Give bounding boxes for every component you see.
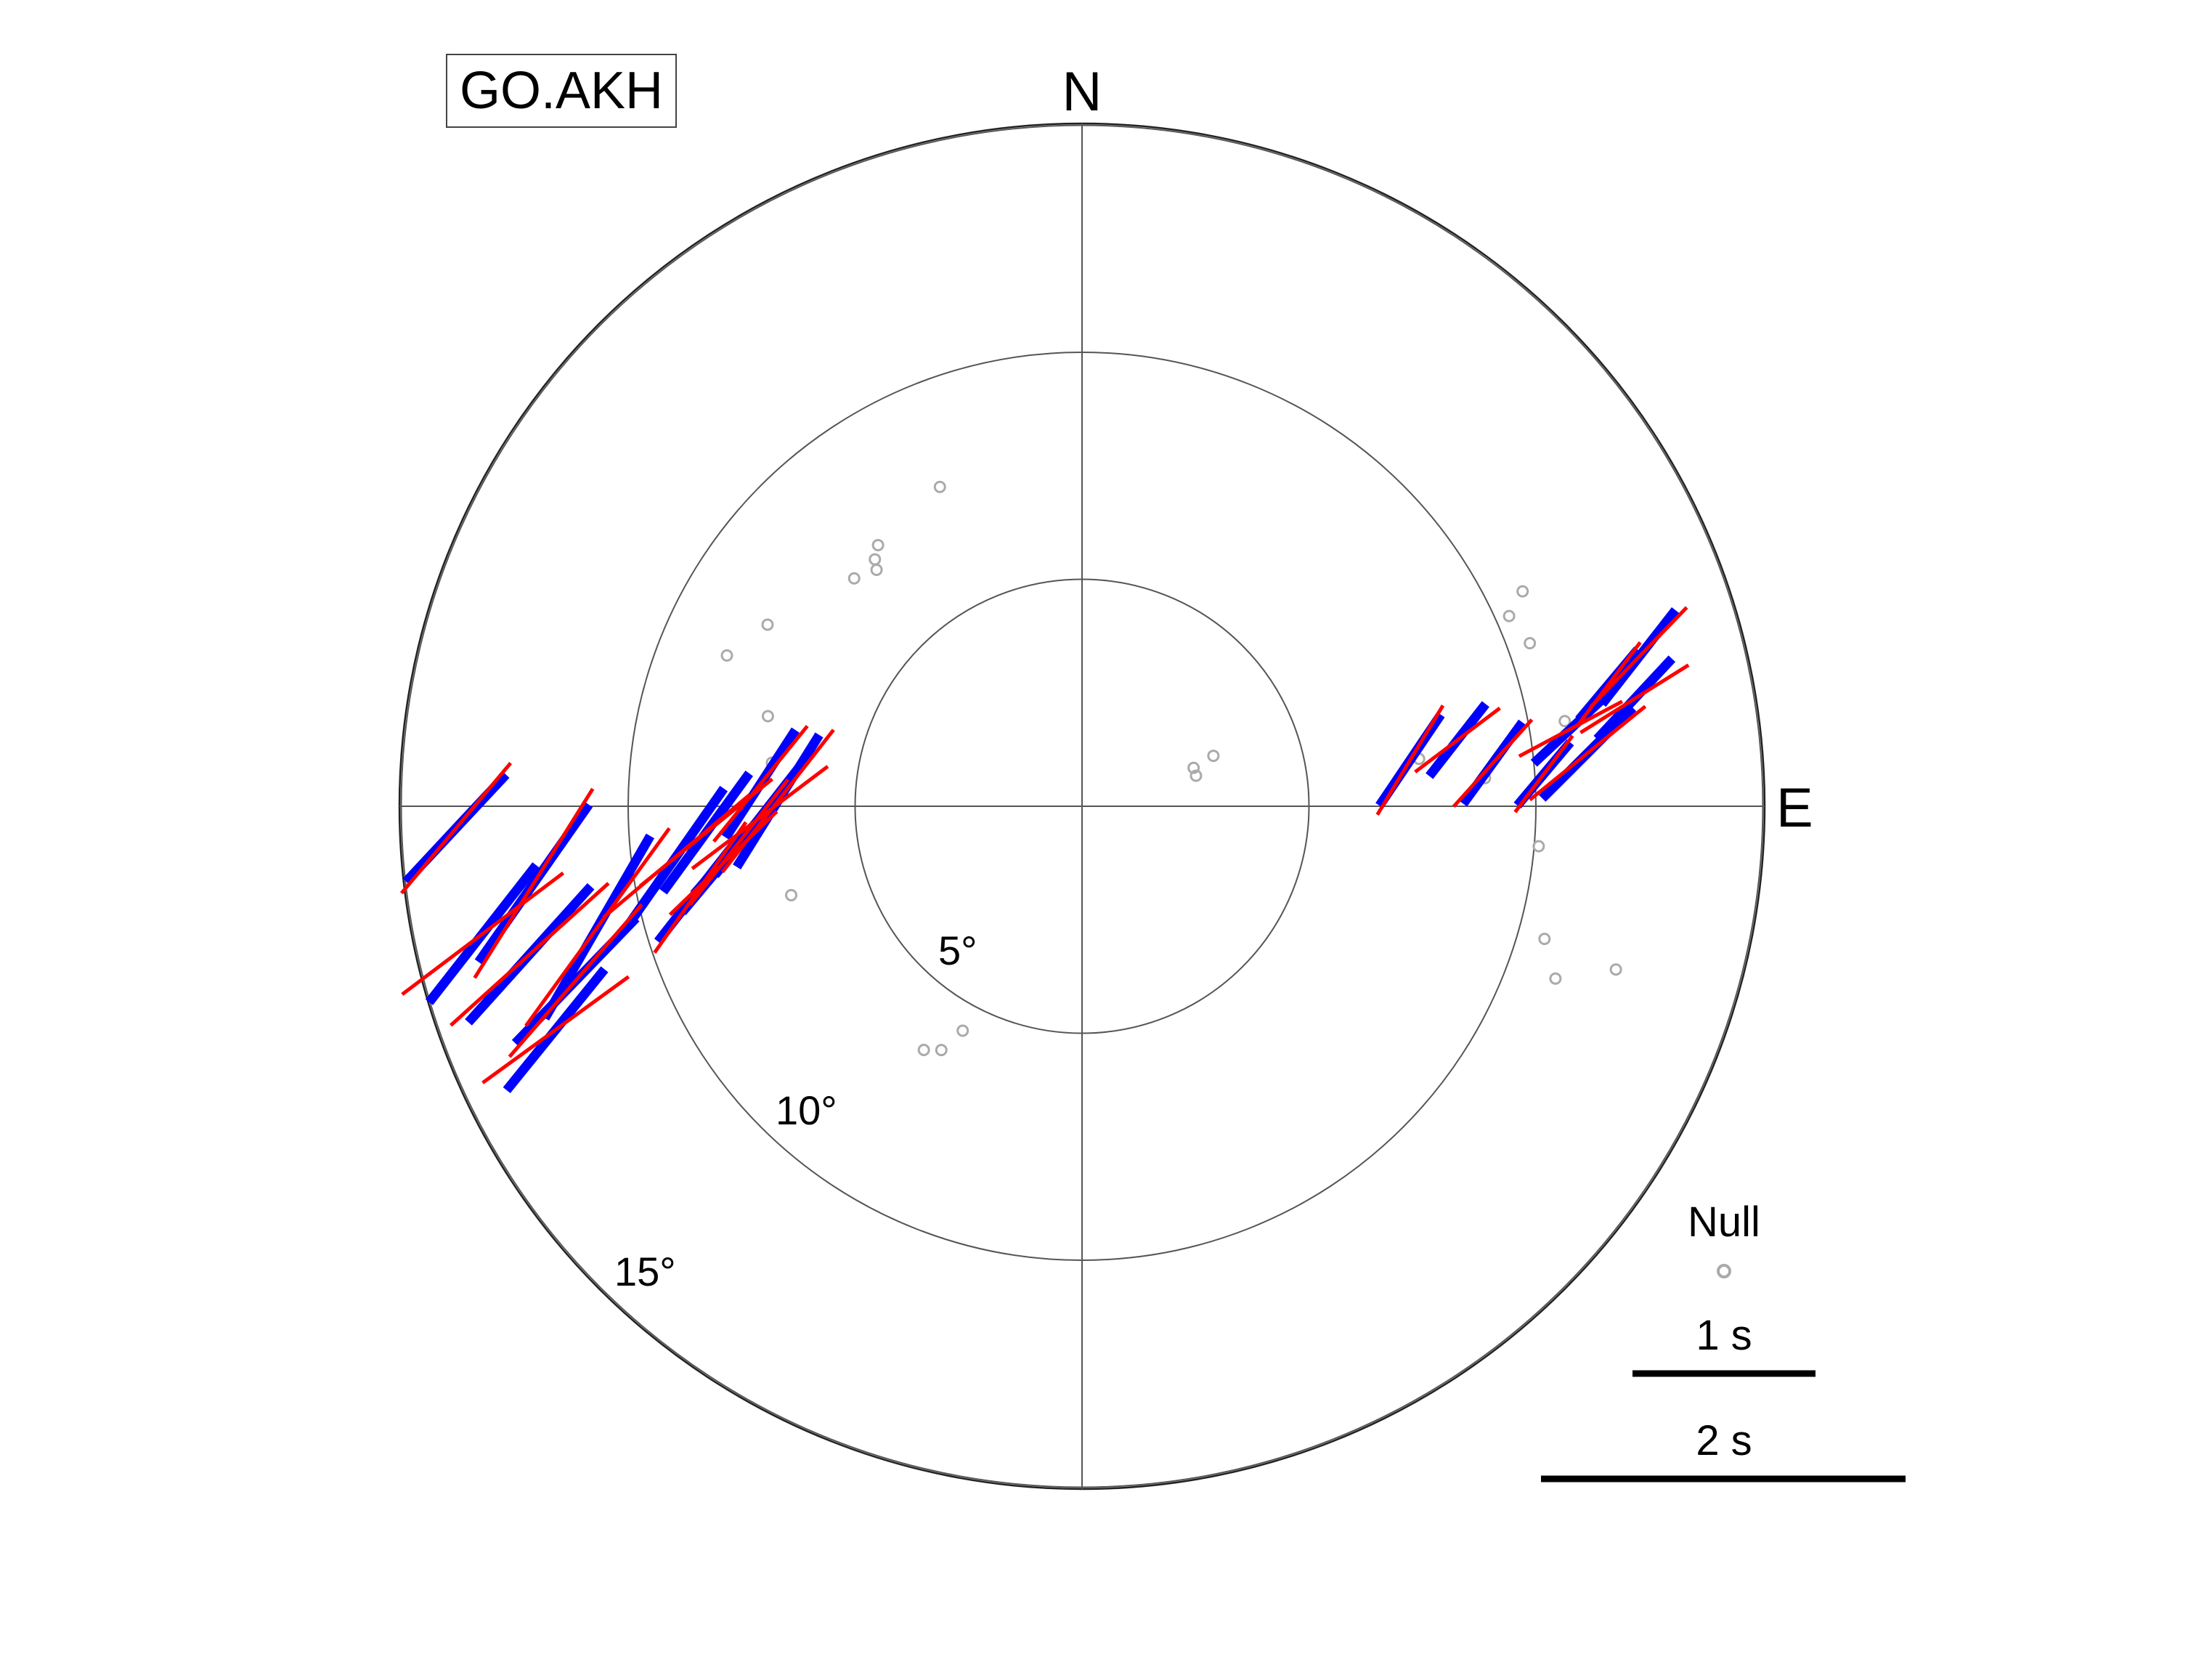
null-marker <box>956 1024 969 1037</box>
red-splitting-bar <box>712 724 809 843</box>
legend-null-label: Null <box>1688 1198 1760 1246</box>
null-marker <box>1190 769 1203 782</box>
red-splitting-bar <box>1589 606 1688 708</box>
null-marker <box>1524 637 1537 650</box>
red-splitting-bar <box>1414 706 1501 774</box>
null-marker <box>869 553 882 566</box>
red-splitting-bar <box>399 761 513 895</box>
north-label: N <box>1062 61 1102 123</box>
null-marker <box>1558 715 1571 728</box>
null-marker <box>761 710 774 723</box>
null-marker <box>1516 585 1529 598</box>
null-marker <box>1538 933 1551 946</box>
null-marker <box>761 618 774 631</box>
red-splitting-bar <box>481 975 630 1084</box>
scale-1s-label: 1 s <box>1696 1312 1752 1359</box>
scale-2s-label: 2 s <box>1696 1417 1752 1464</box>
red-splitting-bar <box>668 810 778 917</box>
red-splitting-bar <box>473 787 595 979</box>
red-splitting-bar <box>1579 663 1690 734</box>
red-splitting-bar <box>450 882 610 1027</box>
splitting-bars <box>399 606 1690 1094</box>
null-marker <box>1549 972 1562 985</box>
ring-label-5: 5° <box>938 928 977 973</box>
null-marker <box>871 538 885 551</box>
red-splitting-bar <box>1452 718 1534 808</box>
red-splitting-bar <box>524 827 671 1027</box>
red-splitting-bar <box>1518 699 1624 758</box>
null-marker <box>917 1043 930 1056</box>
legend-null-marker <box>1717 1264 1731 1278</box>
red-splitting-bar <box>401 871 565 996</box>
null-measurements <box>720 480 1622 1057</box>
east-label: E <box>1776 777 1813 839</box>
red-splitting-bar <box>1574 641 1642 729</box>
red-splitting-bar <box>653 821 748 954</box>
legend: Null 1 s 2 s <box>1541 1198 1906 1482</box>
red-splitting-bar <box>688 778 790 906</box>
red-splitting-bar <box>602 793 752 920</box>
red-splitting-bar <box>720 729 835 874</box>
null-marker <box>1609 963 1622 976</box>
ring-label-15: 15° <box>614 1249 676 1294</box>
null-marker <box>785 888 798 901</box>
null-marker <box>1207 750 1220 763</box>
red-splitting-bar <box>1513 734 1574 814</box>
null-marker <box>847 572 861 585</box>
null-marker <box>1532 840 1545 853</box>
red-splitting-bar <box>1375 705 1445 816</box>
null-marker <box>935 1044 948 1057</box>
null-marker <box>870 564 883 577</box>
null-marker <box>933 480 946 493</box>
compass-axes <box>399 123 1765 1489</box>
null-marker <box>1503 609 1516 622</box>
null-marker <box>1187 761 1200 774</box>
ring-label-10: 10° <box>776 1087 837 1133</box>
red-splitting-bar <box>508 903 643 1058</box>
red-splitting-bar <box>1529 705 1647 802</box>
null-marker <box>720 649 733 662</box>
station-label: GO.AKH <box>446 54 677 128</box>
